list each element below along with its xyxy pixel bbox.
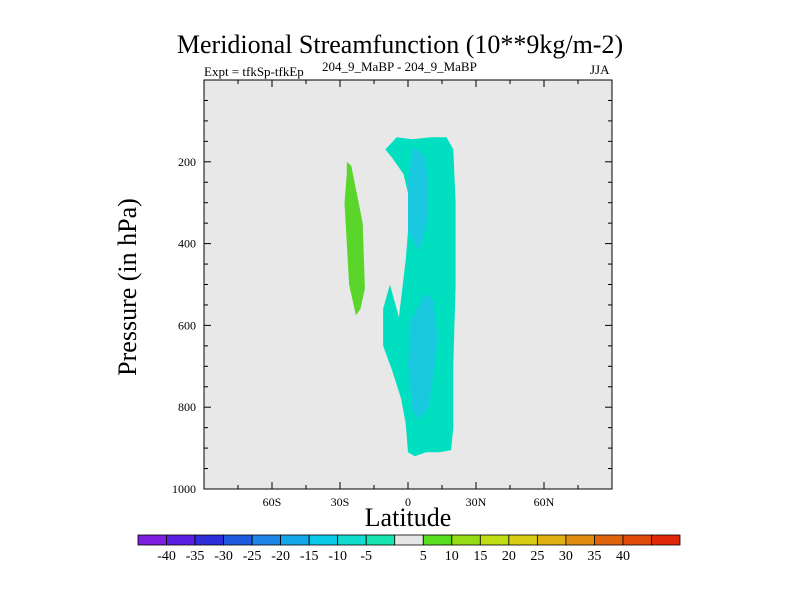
colorbar-swatch (337, 534, 367, 546)
colorbar-swatch (251, 534, 282, 546)
y-tick-label: 1000 (172, 482, 196, 496)
period-label: 204_9_MaBP - 204_9_MaBP (322, 59, 477, 74)
contour-cyan-lower-core (408, 292, 438, 420)
colorbar-swatch (422, 534, 453, 546)
colorbar-label: 20 (502, 549, 516, 564)
experiment-label: Expt = tfkSp-tfkEp (204, 64, 304, 79)
chart-title: Meridional Streamfunction (10**9kg/m-2) (176, 30, 624, 59)
colorbar-swatch (622, 534, 652, 546)
colorbar-label: -35 (186, 549, 205, 564)
y-tick-label: 400 (178, 237, 196, 251)
colorbar-label: -25 (243, 549, 262, 564)
colorbar-swatch (166, 534, 196, 546)
colorbar-label: 25 (530, 549, 544, 564)
colorbar-label: -30 (214, 549, 233, 564)
colorbar-swatch (594, 534, 624, 546)
colorbar-swatch (536, 534, 567, 546)
colorbar-label: -10 (328, 549, 347, 564)
x-tick-label: 60N (534, 495, 555, 509)
y-tick-label: 800 (178, 400, 196, 414)
colorbar-label: 35 (587, 549, 601, 564)
colorbar-label: -15 (300, 549, 319, 564)
colorbar-swatch (451, 534, 481, 546)
contour-green-cell (344, 161, 365, 316)
colorbar-label: -40 (157, 549, 176, 564)
colorbar-swatch (137, 534, 167, 546)
x-tick-label: 30S (331, 495, 350, 509)
colorbar-label: -20 (271, 549, 290, 564)
colorbar-swatch (394, 534, 424, 546)
colorbar-swatch (194, 534, 224, 546)
colorbar-label: 15 (473, 549, 487, 564)
colorbar-swatch (508, 534, 538, 546)
contour-teal-outer-band (383, 137, 456, 457)
colorbar-label: 5 (420, 549, 427, 564)
colorbar-swatch (308, 534, 339, 546)
x-axis-label: Latitude (364, 503, 452, 532)
colorbar-swatch (223, 534, 253, 546)
colorbar-label: 40 (616, 549, 630, 564)
colorbar-label: -5 (360, 549, 372, 564)
contour-cyan-upper-core (408, 147, 429, 252)
x-tick-label: 60S (263, 495, 282, 509)
colorbar-swatch (651, 534, 681, 546)
colorbar-label: 10 (445, 549, 459, 564)
colorbar-swatch (565, 534, 595, 546)
season-label: JJA (590, 62, 610, 77)
y-tick-label: 600 (178, 318, 196, 332)
x-tick-label: 0 (405, 495, 411, 509)
colorbar-swatch (365, 534, 396, 546)
colorbar-swatch (280, 534, 310, 546)
colorbar-swatch (479, 534, 510, 546)
y-tick-label: 200 (178, 155, 196, 169)
x-tick-label: 30N (466, 495, 487, 509)
colorbar-label: 30 (559, 549, 573, 564)
